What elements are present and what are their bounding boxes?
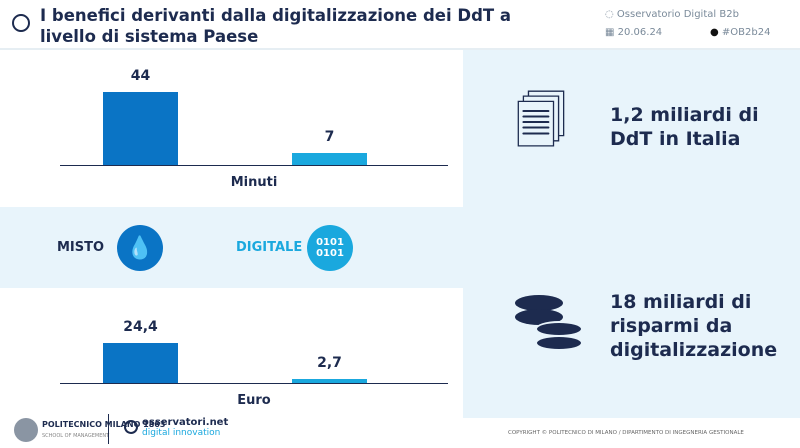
osservatori-logo: osservatori.net [142,417,229,428]
legend-misto-label: MISTO [57,240,105,255]
data-label: 2,7 [317,354,342,371]
polimi-logo: POLITECNICO MILANO 1863 [42,420,166,429]
x-axis-label: Euro [237,393,271,408]
documents-icon: 🗐 [515,92,567,152]
source-text: Osservatorio Digital B2b [616,9,739,20]
page-title: I benefici derivanti dalla digitalizzazi… [40,6,512,46]
legend-digitale-label: DIGITALE [236,240,303,255]
osservatori-sub: digital innovation [142,428,221,438]
coins-icon [515,295,585,355]
data-label: 44 [130,68,151,84]
x-axis [60,165,448,166]
copyright: COPYRIGHT © POLITECNICO DI MILANO / DIPA… [508,430,744,436]
x-axis [60,383,448,384]
polimi-seal-icon [14,418,38,442]
source-label: ◌ Osservatorio Digital B2b [605,9,739,20]
data-label: 24,4 [123,319,158,335]
x-icon: ● [710,27,719,38]
stats-panel [463,50,800,418]
stat-savings: 18 miliardi di risparmi da digitalizzazi… [610,291,778,361]
search-logo-icon [12,14,30,32]
date-text: 20.06.24 [617,27,663,38]
hashtag-label: ● #OB2b24 [710,27,770,38]
legend-band [0,207,463,288]
bar-misto [103,343,178,383]
bar-digitale [292,378,367,383]
header-divider [0,48,800,50]
water-drop-icon: 💧 [117,225,163,271]
footer-divider [108,414,109,444]
polimi-sub: SCHOOL OF MANAGEMENT [42,433,110,439]
date-label: ▦ 20.06.24 [605,27,663,38]
osservatori-logo-icon [124,420,138,434]
chart-minuti: 44 7 Minuti [0,50,463,207]
bar-misto [103,92,178,165]
x-axis-label: Minuti [230,175,278,190]
binary-icon: 0101 0101 [307,225,353,271]
chart-euro: 24,4 2,7 Euro [0,288,463,413]
bar-digitale [292,153,367,165]
data-label: 7 [324,129,335,146]
hashtag-text: #OB2b24 [721,27,771,38]
stat-ddt: 1,2 miliardi di DdT in Italia [610,104,759,150]
